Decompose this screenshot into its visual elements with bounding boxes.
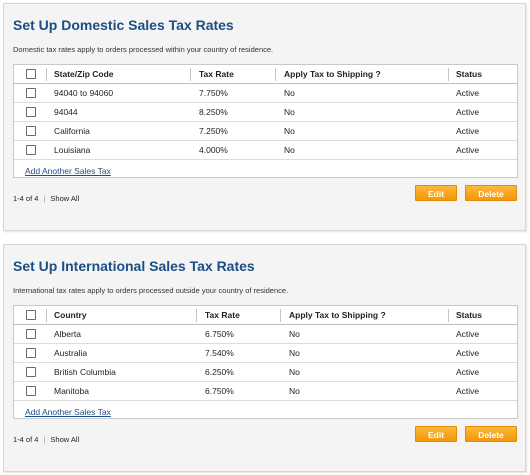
add-sales-tax-link[interactable]: Add Another Sales Tax <box>25 166 111 176</box>
row-country: Manitoba <box>54 386 89 396</box>
tax-table: Country Tax Rate Apply Tax to Shipping ?… <box>13 305 518 419</box>
row-location: 94040 to 94060 <box>54 88 114 98</box>
row-tax-rate: 8.250% <box>199 107 228 117</box>
row-apply-shipping: No <box>289 367 300 377</box>
row-location: California <box>54 126 90 136</box>
row-apply-shipping: No <box>289 329 300 339</box>
row-status: Active <box>456 126 480 136</box>
panel-title: Set Up Domestic Sales Tax Rates <box>13 17 234 33</box>
add-sales-tax-link[interactable]: Add Another Sales Tax <box>25 407 111 417</box>
table-row: 94044 8.250% No Active <box>14 103 517 122</box>
row-tax-rate: 7.540% <box>205 348 234 358</box>
row-checkbox[interactable] <box>26 145 36 155</box>
select-all-checkbox[interactable] <box>26 69 36 79</box>
edit-button[interactable]: Edit <box>415 185 457 201</box>
row-checkbox[interactable] <box>26 348 36 358</box>
row-apply-shipping: No <box>284 145 295 155</box>
show-all-link[interactable]: Show All <box>50 435 80 444</box>
row-apply-shipping: No <box>284 107 295 117</box>
select-all-checkbox[interactable] <box>26 310 36 320</box>
row-checkbox[interactable] <box>26 329 36 339</box>
table-row: Alberta 6.750% No Active <box>14 325 517 344</box>
row-location: 94044 <box>54 107 78 117</box>
row-status: Active <box>456 329 480 339</box>
table-header-row: Country Tax Rate Apply Tax to Shipping ?… <box>14 306 517 325</box>
table-header-row: State/Zip Code Tax Rate Apply Tax to Shi… <box>14 65 517 84</box>
row-status: Active <box>456 386 480 396</box>
column-header-tax-rate[interactable]: Tax Rate <box>199 69 234 79</box>
column-divider <box>280 309 281 322</box>
row-tax-rate: 6.250% <box>205 367 234 377</box>
row-tax-rate: 6.750% <box>205 386 234 396</box>
table-row: California 7.250% No Active <box>14 122 517 141</box>
column-header-apply-shipping[interactable]: Apply Tax to Shipping ? <box>284 69 381 79</box>
column-divider <box>275 68 276 81</box>
row-checkbox[interactable] <box>26 88 36 98</box>
column-divider <box>46 309 47 322</box>
international-tax-panel: Set Up International Sales Tax Rates Int… <box>3 244 526 472</box>
row-tax-rate: 7.250% <box>199 126 228 136</box>
pagination: 1-4 of 4 | Show All <box>13 435 79 444</box>
pagination-separator: | <box>43 435 46 444</box>
row-country: British Columbia <box>54 367 116 377</box>
table-row: Louisiana 4.000% No Active <box>14 141 517 160</box>
row-tax-rate: 4.000% <box>199 145 228 155</box>
column-header-country[interactable]: Country <box>54 310 87 320</box>
row-checkbox[interactable] <box>26 126 36 136</box>
row-checkbox[interactable] <box>26 367 36 377</box>
pagination: 1-4 of 4 | Show All <box>13 194 79 203</box>
delete-button[interactable]: Delete <box>465 185 517 201</box>
column-header-status[interactable]: Status <box>456 310 482 320</box>
row-status: Active <box>456 88 480 98</box>
column-header-tax-rate[interactable]: Tax Rate <box>205 310 240 320</box>
row-checkbox[interactable] <box>26 107 36 117</box>
row-location: Louisiana <box>54 145 91 155</box>
column-divider <box>46 68 47 81</box>
tax-table: State/Zip Code Tax Rate Apply Tax to Shi… <box>13 64 518 178</box>
row-country: Australia <box>54 348 88 358</box>
pagination-range: 1-4 of 4 <box>13 194 39 203</box>
column-divider <box>448 309 449 322</box>
row-tax-rate: 7.750% <box>199 88 228 98</box>
column-divider <box>448 68 449 81</box>
panel-title: Set Up International Sales Tax Rates <box>13 258 255 274</box>
domestic-tax-panel: Set Up Domestic Sales Tax Rates Domestic… <box>3 3 526 231</box>
pagination-separator: | <box>43 194 46 203</box>
panel-description: Domestic tax rates apply to orders proce… <box>13 45 274 54</box>
column-header-apply-shipping[interactable]: Apply Tax to Shipping ? <box>289 310 386 320</box>
pagination-range: 1-4 of 4 <box>13 435 39 444</box>
row-country: Alberta <box>54 329 81 339</box>
row-status: Active <box>456 107 480 117</box>
row-apply-shipping: No <box>284 126 295 136</box>
row-checkbox[interactable] <box>26 386 36 396</box>
table-row: British Columbia 6.250% No Active <box>14 363 517 382</box>
column-divider <box>190 68 191 81</box>
row-tax-rate: 6.750% <box>205 329 234 339</box>
row-status: Active <box>456 367 480 377</box>
row-apply-shipping: No <box>289 386 300 396</box>
row-status: Active <box>456 348 480 358</box>
row-apply-shipping: No <box>284 88 295 98</box>
column-divider <box>196 309 197 322</box>
show-all-link[interactable]: Show All <box>50 194 80 203</box>
edit-button[interactable]: Edit <box>415 426 457 442</box>
panel-description: International tax rates apply to orders … <box>13 286 289 295</box>
delete-button[interactable]: Delete <box>465 426 517 442</box>
column-header-location[interactable]: State/Zip Code <box>54 69 114 79</box>
row-apply-shipping: No <box>289 348 300 358</box>
column-header-status[interactable]: Status <box>456 69 482 79</box>
table-row: 94040 to 94060 7.750% No Active <box>14 84 517 103</box>
row-status: Active <box>456 145 480 155</box>
table-row: Australia 7.540% No Active <box>14 344 517 363</box>
table-row: Manitoba 6.750% No Active <box>14 382 517 401</box>
